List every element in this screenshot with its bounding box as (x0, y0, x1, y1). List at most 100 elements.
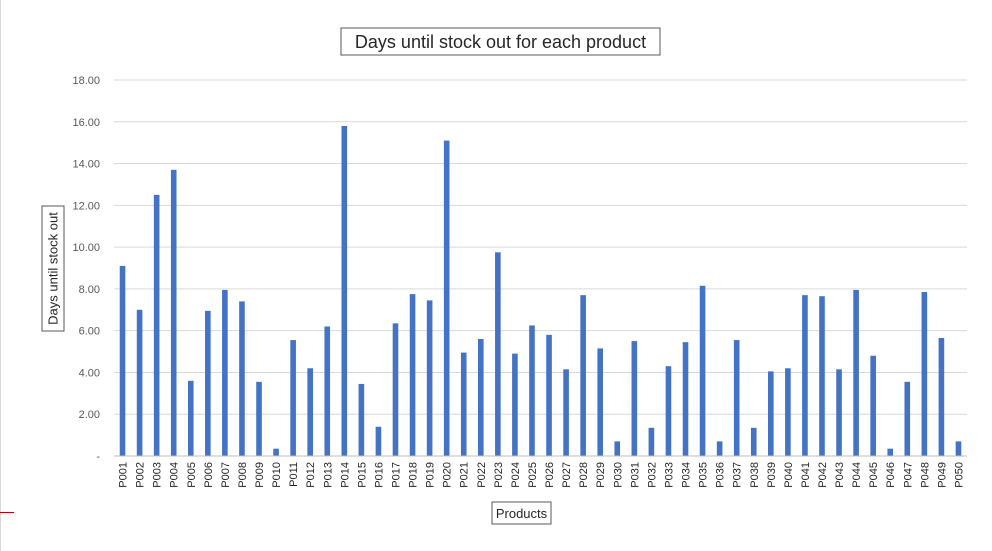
gridlines (114, 79, 967, 415)
x-tick-label: P007 (220, 462, 232, 488)
x-tick-label: P021 (459, 462, 471, 488)
x-tick-label: P040 (783, 462, 795, 488)
x-tick-label: P042 (817, 462, 829, 488)
x-tick-label: P010 (271, 462, 283, 488)
x-tick-label: P016 (373, 462, 385, 488)
y-tick-label: 2.00 (79, 409, 100, 421)
edge-marker (0, 512, 14, 513)
bar-p014 (341, 125, 348, 457)
x-tick-label: P020 (442, 462, 454, 488)
bar-p028 (580, 295, 586, 456)
bar-p015 (358, 383, 365, 456)
y-axis-title: Days until stock out (41, 205, 65, 332)
bar-p050 (955, 441, 962, 456)
chart-title: Days until stock out for each product (340, 27, 661, 56)
bar-p022 (477, 339, 484, 456)
x-tick-label: P041 (800, 462, 812, 488)
x-tick-label: P008 (237, 462, 249, 488)
x-tick-label: P019 (425, 462, 437, 488)
bar-p003 (153, 194, 160, 456)
x-tick-label: P002 (135, 462, 147, 488)
x-axis-title-text: Products (496, 506, 548, 521)
x-tick-label: P011 (288, 462, 300, 487)
bar-p033 (665, 366, 672, 456)
bar-p009 (256, 381, 262, 456)
bar-p027 (563, 369, 569, 456)
y-tick-label: 16.00 (72, 117, 100, 129)
bar-p018 (409, 294, 416, 456)
bar-p017 (392, 323, 399, 456)
x-tick-label: P012 (305, 462, 317, 488)
bar-p011 (290, 340, 296, 456)
bar-p019 (426, 300, 433, 456)
x-tick-label: P013 (322, 462, 334, 488)
y-tick-label: 14.00 (72, 159, 100, 171)
bar-p030 (614, 441, 621, 456)
bar-p001 (119, 265, 126, 456)
bar-p005 (187, 380, 194, 456)
x-tick-label: P003 (152, 462, 164, 488)
bar-p047 (904, 381, 911, 456)
y-tick-label: - (96, 451, 100, 463)
bar-p044 (853, 289, 859, 456)
bar-p006 (205, 310, 211, 456)
x-tick-label: P031 (629, 462, 641, 488)
bar-p037 (733, 340, 740, 456)
bar-p049 (938, 337, 945, 456)
x-tick-label: P001 (118, 462, 130, 488)
bar-p036 (716, 441, 723, 456)
bar-p007 (222, 289, 228, 456)
x-axis-ticks: P001 P002 P003 P004 P005 P006 P007 P008 P009 P010… (118, 462, 966, 488)
x-tick-label: P004 (169, 462, 181, 488)
bar-p023 (495, 252, 501, 456)
x-tick-label: P035 (698, 462, 710, 488)
x-tick-label: P036 (715, 462, 727, 488)
x-tick-label: P047 (902, 462, 914, 488)
y-tick-label: 18.00 (72, 75, 100, 87)
bar-p038 (750, 427, 757, 456)
bar-p045 (870, 355, 876, 456)
bar-p034 (682, 342, 689, 456)
x-axis-title: Products (491, 501, 552, 525)
x-tick-label: P034 (681, 462, 693, 488)
bar-p008 (239, 301, 245, 456)
x-tick-label: P045 (868, 462, 880, 488)
bar-p013 (324, 326, 331, 456)
bar-p046 (887, 448, 894, 456)
bar-p025 (529, 325, 535, 456)
x-tick-label: P015 (356, 462, 368, 488)
bar-p029 (597, 348, 604, 456)
bar-p004 (170, 169, 177, 456)
bar-p026 (546, 334, 552, 456)
x-tick-label: P033 (663, 462, 675, 488)
bar-p010 (273, 448, 279, 456)
y-tick-label: 4.00 (79, 367, 100, 379)
left-border-line (0, 0, 1, 551)
x-tick-label: P018 (408, 462, 420, 488)
y-tick-label: 10.00 (72, 242, 100, 254)
x-tick-label: P023 (493, 462, 505, 488)
bar-p002 (136, 309, 143, 456)
bars-group (119, 125, 962, 457)
bar-p041 (802, 295, 808, 456)
x-tick-label: P028 (578, 462, 590, 488)
bar-p020 (443, 140, 450, 456)
x-tick-label: P017 (390, 462, 402, 488)
x-tick-label: P022 (476, 462, 488, 488)
bar-p039 (768, 371, 774, 456)
x-tick-label: P032 (646, 462, 658, 488)
x-tick-label: P027 (561, 462, 573, 488)
y-axis-ticks: - 2.00 4.00 6.00 8.00 10.00 12.00 14.00 16.00 18.… (72, 75, 100, 463)
x-tick-label: P043 (834, 462, 846, 488)
bar-p012 (307, 368, 313, 456)
x-tick-label: P037 (732, 462, 744, 488)
bar-p042 (819, 296, 825, 456)
x-tick-label: P046 (885, 462, 897, 488)
y-tick-label: 6.00 (79, 326, 100, 338)
x-tick-label: P030 (612, 462, 624, 488)
x-tick-label: P029 (595, 462, 607, 488)
bar-p021 (460, 352, 467, 456)
x-tick-label: P039 (766, 462, 778, 488)
y-tick-label: 12.00 (72, 200, 100, 212)
